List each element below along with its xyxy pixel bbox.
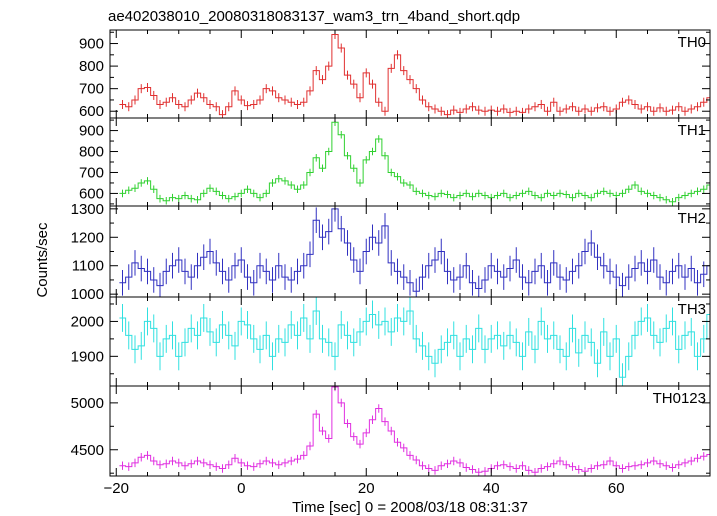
y-tick-label: 1100: [72, 258, 104, 275]
y-tick-label: 800: [79, 58, 104, 75]
x-tick-label: 40: [483, 480, 500, 497]
y-tick-label: 1900: [71, 348, 104, 365]
y-tick-label: 900: [79, 123, 104, 140]
y-tick-label: 4500: [71, 442, 104, 459]
y-tick-label: 700: [79, 164, 104, 181]
x-tick-label: 60: [608, 480, 625, 497]
series-line-th0123: [119, 386, 710, 473]
series-th0: [119, 30, 710, 118]
y-tick-label: 600: [79, 185, 104, 202]
panel-frame: [109, 117, 711, 207]
panel-frame: [109, 385, 711, 477]
y-tick-label: 900: [79, 36, 104, 53]
panel-label: TH0: [678, 34, 706, 51]
series-th3: [119, 297, 710, 386]
panel-th0123: 4500 5000 TH0123: [71, 385, 711, 477]
series-th1: [119, 118, 710, 206]
panel-th0: 600 700 800 900 TH0: [79, 29, 711, 120]
panel-th1: 600 700 800 900 TH1: [79, 117, 711, 207]
panel-th3: 1900 2000 TH3: [71, 296, 711, 387]
panel-label: TH0123: [653, 390, 706, 407]
series-th0123: [119, 386, 710, 476]
y-tick-label: 5000: [71, 395, 104, 412]
panel-frame: [109, 29, 711, 119]
y-tick-label: 700: [79, 81, 104, 98]
x-tick-label: −20: [104, 480, 129, 497]
x-tick-label: 20: [358, 480, 375, 497]
panel-th2: 1000 1100 1200 1300 TH2: [71, 201, 711, 303]
x-axis-label: Time [sec] 0 = 2008/03/18 08:31:37: [292, 499, 528, 516]
y-tick-label: 1200: [71, 229, 104, 246]
x-tick-label: 0: [237, 480, 245, 497]
series-line-th3: [119, 310, 710, 378]
y-tick-label: 600: [79, 103, 104, 120]
panel-label: TH1: [678, 122, 706, 139]
y-tick-label: 1000: [71, 286, 104, 303]
y-tick-label: 800: [79, 144, 104, 161]
y-tick-label: 2000: [71, 313, 104, 330]
series-line-th1: [119, 121, 710, 203]
series-th2: [119, 206, 710, 297]
series-line-th2: [119, 208, 710, 292]
chart-title: ae402038010_20080318083137_wam3_trn_4ban…: [108, 8, 520, 25]
panel-label: TH3: [678, 301, 706, 318]
y-axis-label: Counts/sec: [34, 222, 51, 298]
panel-label: TH2: [678, 210, 706, 227]
y-tick-label: 1300: [71, 201, 104, 218]
series-line-th0: [119, 34, 710, 116]
